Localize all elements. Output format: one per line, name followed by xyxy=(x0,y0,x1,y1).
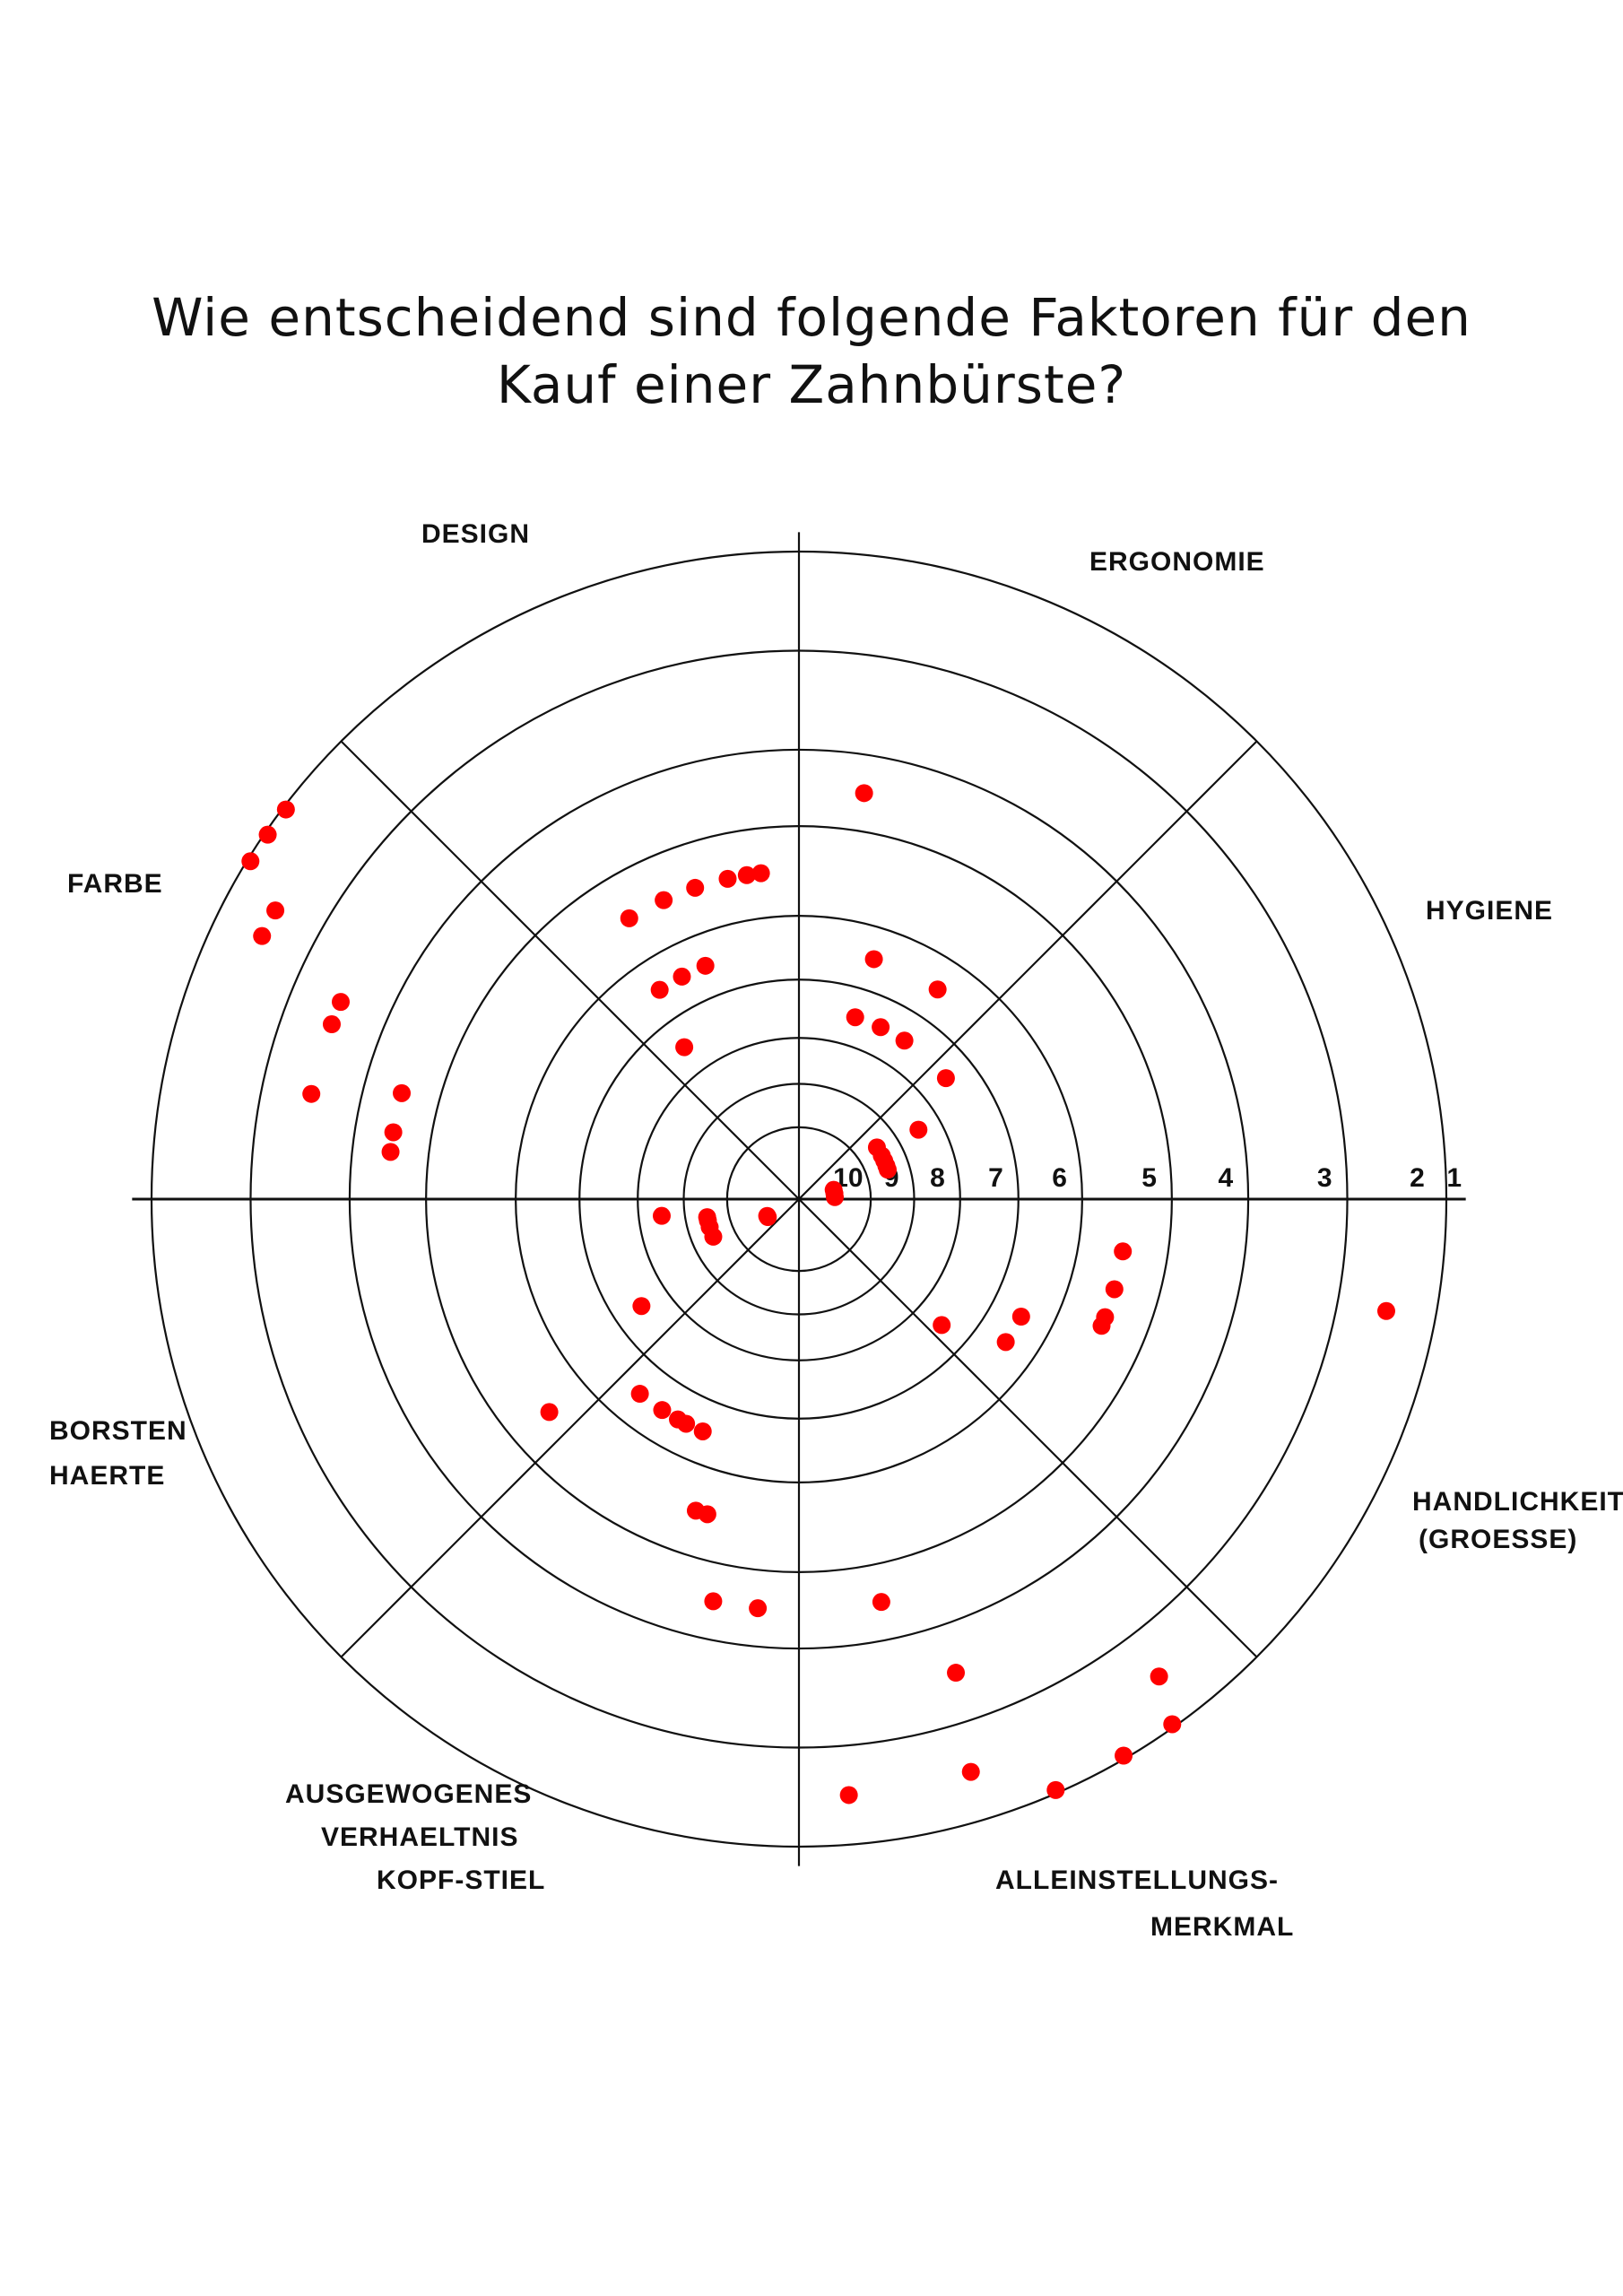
rating-dot xyxy=(718,869,737,888)
category-label: AUSGEWOGENES xyxy=(285,1779,532,1809)
rating-dot xyxy=(632,1297,651,1316)
rating-dot xyxy=(1150,1667,1168,1686)
rating-dot xyxy=(1376,1301,1395,1320)
rating-dot xyxy=(996,1333,1015,1352)
rating-dot xyxy=(749,1599,768,1618)
scale-label-1: 1 xyxy=(1446,1163,1462,1193)
rating-dot xyxy=(855,784,873,803)
rating-dot xyxy=(1115,1746,1133,1765)
rating-dot xyxy=(276,800,295,819)
rating-dot xyxy=(928,980,947,999)
rating-dot xyxy=(933,1316,951,1335)
rating-dot xyxy=(864,950,883,969)
rating-dot xyxy=(696,956,715,975)
category-label: ALLEINSTELLUNGS- xyxy=(995,1866,1279,1895)
rating-dot xyxy=(872,1593,890,1612)
rating-dot xyxy=(650,980,669,999)
category-label: HAERTE xyxy=(49,1461,165,1491)
rating-dot xyxy=(947,1664,966,1683)
rating-dot xyxy=(381,1143,400,1161)
rating-dot xyxy=(686,1501,705,1520)
category-label: VERHAELTNIS xyxy=(321,1822,518,1852)
scale-label-8: 8 xyxy=(930,1163,945,1193)
rating-dot xyxy=(258,825,277,844)
scale-label-3: 3 xyxy=(1317,1163,1332,1193)
rating-dot xyxy=(961,1762,980,1781)
rating-dot xyxy=(266,901,285,920)
rating-dot xyxy=(673,967,691,986)
rating-dot xyxy=(936,1069,955,1088)
chart-title-line-1: Wie entscheidend sind folgende Faktoren … xyxy=(152,287,1471,348)
category-label: KOPF-STIEL xyxy=(377,1866,545,1895)
rating-dot xyxy=(1046,1780,1065,1799)
rating-dot xyxy=(620,909,638,927)
rating-dot xyxy=(1105,1280,1124,1299)
rating-dot xyxy=(909,1120,928,1139)
rating-dot xyxy=(322,1015,341,1034)
rating-dot xyxy=(737,865,756,884)
rating-dot xyxy=(867,1138,886,1157)
sector-divider-315 xyxy=(798,1198,1258,1658)
category-label: HANDLICHKEIT xyxy=(1412,1487,1623,1517)
scale-label-6: 6 xyxy=(1052,1163,1067,1193)
rating-dot xyxy=(393,1083,412,1102)
rating-dot xyxy=(686,878,705,897)
category-label: MERKMAL xyxy=(1150,1912,1294,1942)
rating-dot xyxy=(704,1592,723,1611)
rating-dot xyxy=(302,1084,321,1103)
chart-title-line-2: Kauf einer Zahnbürste? xyxy=(496,354,1127,415)
rating-dot xyxy=(824,1180,843,1199)
category-label: DESIGN xyxy=(421,519,530,549)
rating-dot xyxy=(1011,1308,1030,1326)
rating-dot xyxy=(655,891,673,909)
rating-dot xyxy=(675,1038,694,1057)
rating-dot xyxy=(846,1008,864,1027)
rating-dot xyxy=(751,864,770,883)
rating-dot xyxy=(652,1206,671,1225)
sector-divider-45 xyxy=(798,740,1258,1200)
rating-dot xyxy=(704,1227,723,1246)
category-label: ERGONOMIE xyxy=(1089,547,1265,577)
rating-dot xyxy=(540,1403,559,1422)
category-label: FARBE xyxy=(67,869,163,899)
sector-divider-225 xyxy=(340,1198,800,1658)
rating-dot xyxy=(653,1401,672,1420)
rating-dot xyxy=(630,1385,649,1404)
rating-dot xyxy=(1092,1317,1111,1335)
rating-dot xyxy=(758,1206,777,1225)
rating-dot xyxy=(384,1123,403,1142)
rating-dot xyxy=(839,1786,858,1805)
rating-dot xyxy=(669,1410,688,1429)
sector-divider-135 xyxy=(340,740,800,1200)
rating-dot xyxy=(693,1422,712,1440)
scale-label-5: 5 xyxy=(1141,1163,1157,1193)
scale-label-4: 4 xyxy=(1218,1163,1233,1193)
rating-dot xyxy=(1163,1715,1182,1734)
rating-dot xyxy=(241,852,260,871)
category-label: HYGIENE xyxy=(1426,896,1553,926)
rating-dot xyxy=(331,993,350,1012)
rating-dot xyxy=(895,1031,914,1050)
category-label: BORSTEN xyxy=(49,1416,187,1446)
rating-dot xyxy=(1114,1242,1133,1261)
scale-label-2: 2 xyxy=(1410,1163,1425,1193)
category-label: (GROESSE) xyxy=(1419,1525,1577,1554)
rating-dot xyxy=(872,1018,890,1037)
rating-dot xyxy=(253,926,272,945)
scale-label-7: 7 xyxy=(988,1163,1003,1193)
